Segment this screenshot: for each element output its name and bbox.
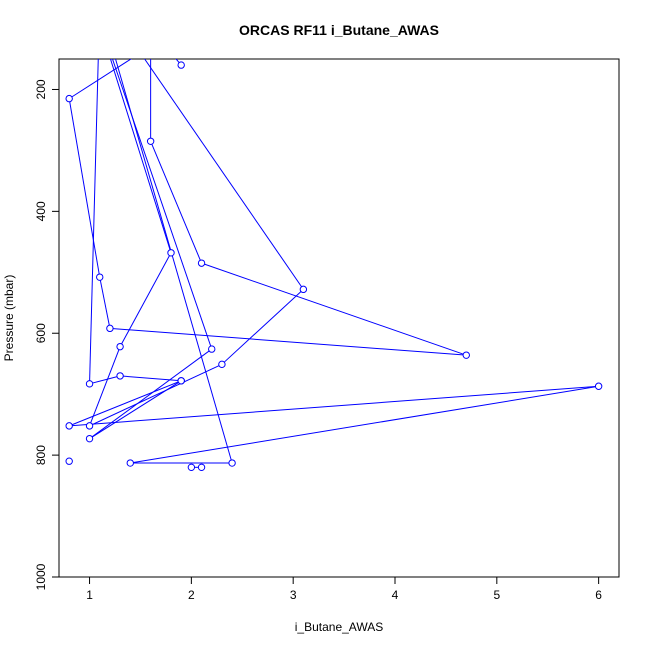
x-axis-label: i_Butane_AWAS [295,620,384,634]
series-segment [89,380,182,440]
x-tick-label: 6 [595,588,602,602]
series-segment [144,59,304,290]
series-segment [68,380,182,427]
data-point [85,422,94,430]
plot-frame [58,58,620,578]
data-point [97,1,103,7]
data-point [106,324,114,333]
series-segment [130,385,599,464]
data-point [65,94,73,103]
data-point [116,372,124,380]
x-tick-label: 4 [392,588,399,602]
data-point [594,382,603,390]
data-point [65,422,73,430]
x-tick-label: 5 [493,588,500,602]
series-segment [89,59,99,384]
series-segment [111,59,213,350]
data-point [116,342,124,351]
data-point [85,380,94,388]
data-point [177,61,185,69]
y-tick-label: 200 [34,79,48,99]
data-point [137,50,143,56]
data-point [126,459,134,467]
series-segment [109,59,172,253]
data-point [197,463,206,472]
data-point [177,377,185,385]
data-point [147,25,153,31]
data-point [462,351,470,359]
series-segment [68,98,101,278]
x-axis: 1 2 3 4 5 6 [86,576,602,602]
series-segment [115,59,233,464]
data-point [187,463,196,472]
series-segment [175,59,182,66]
series-segment [69,385,599,427]
y-tick-label: 400 [34,201,48,221]
series-segment [109,327,467,356]
series-segment [89,363,223,427]
data-point [197,259,206,267]
x-tick-label: 3 [290,588,297,602]
plot-area [65,1,603,472]
y-axis: 200 400 600 800 1000 [34,79,60,590]
series-segment [120,375,182,382]
x-tick-label: 1 [86,588,93,602]
y-axis-label: Pressure (mbar) [2,275,16,362]
series-segment [68,59,132,100]
series-segment [99,277,111,329]
data-point [299,285,308,294]
data-point [85,434,94,443]
series-segment [150,141,203,264]
series-segment [89,346,121,427]
data-point [167,249,175,257]
data-point [146,137,155,145]
data-point [65,457,73,465]
series-segment [89,375,121,385]
series-segment [221,288,304,365]
series-segment [89,348,213,440]
data-point [96,273,104,281]
y-tick-label: 800 [34,445,48,465]
data-point [228,459,236,467]
data-point [208,345,216,353]
series-segment [201,262,467,356]
data-point [218,360,226,369]
y-tick-label: 600 [34,323,48,343]
y-tick-label: 1000 [34,563,48,590]
series-segment [119,252,172,347]
chart-title: ORCAS RF11 i_Butane_AWAS [239,22,439,38]
x-tick-label: 2 [188,588,195,602]
